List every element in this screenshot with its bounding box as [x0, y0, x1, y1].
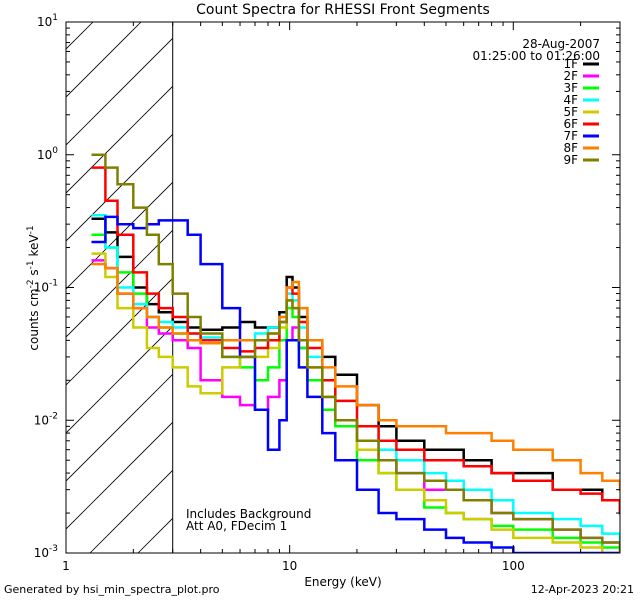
- y-tick-label: 10-3: [34, 544, 58, 560]
- series-line-1F: [91, 217, 620, 515]
- hatch-lines: [0, 0, 640, 553]
- hatch-line: [0, 0, 114, 553]
- annotation-attenuator: Att A0, FDecim 1: [186, 519, 287, 533]
- series-line-8F: [91, 262, 620, 491]
- series-layer: [91, 153, 620, 553]
- hatch-line: [66, 229, 173, 338]
- footer-generated-by: Generated by hsi_min_spectra_plot.pro: [4, 583, 220, 596]
- hatch-line: [66, 133, 173, 242]
- hatch-line: [234, 0, 640, 553]
- legend-label-5F: 5F: [563, 105, 578, 119]
- hatched-region: [0, 0, 640, 553]
- annotation-background: Includes Background: [186, 507, 311, 521]
- y-axis-label: counts cm-2 s-1 keV-1: [26, 225, 41, 350]
- hatch-line: [66, 325, 173, 434]
- legend-label-1F: 1F: [563, 57, 578, 71]
- y-tick-label: 100: [37, 146, 58, 162]
- date-label: 28-Aug-2007: [522, 37, 600, 51]
- legend-label-7F: 7F: [563, 129, 578, 143]
- x-axis-label: Energy (keV): [304, 575, 381, 589]
- x-tick-label: 1: [62, 559, 70, 573]
- hatch-line: [66, 37, 173, 146]
- legend-label-8F: 8F: [563, 141, 578, 155]
- hatch-line: [66, 421, 173, 530]
- x-tick-label: 100: [502, 559, 525, 573]
- hatch-line: [66, 22, 94, 50]
- chart-title: Count Spectra for RHESSI Front Segments: [196, 2, 490, 18]
- legend-label-4F: 4F: [563, 93, 578, 107]
- series-line-9F: [91, 153, 620, 553]
- y-tick-label: 10-2: [34, 411, 58, 427]
- legend-label-6F: 6F: [563, 117, 578, 131]
- hatch-line: [66, 85, 173, 194]
- hatch-line: [66, 373, 173, 482]
- x-tick-label: 10: [282, 559, 297, 573]
- hatch-line: [66, 181, 173, 290]
- footer-timestamp: 12-Apr-2023 20:21: [530, 583, 634, 596]
- hatch-line: [66, 22, 142, 98]
- legend-label-2F: 2F: [563, 69, 578, 83]
- series-line-7F: [91, 215, 620, 553]
- time-range-label: 01:25:00 to 01:26:00: [473, 49, 600, 63]
- legend-label-9F: 9F: [563, 153, 578, 167]
- y-tick-label: 101: [37, 13, 58, 29]
- legend-label-3F: 3F: [563, 81, 578, 95]
